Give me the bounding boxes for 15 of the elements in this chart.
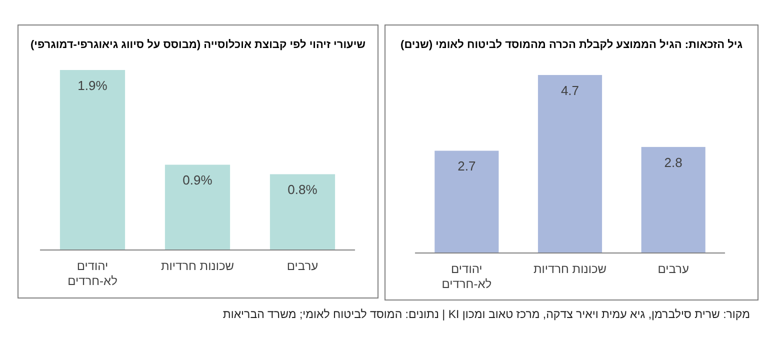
x-tick-label: ערבים — [286, 259, 318, 273]
chart-title: גיל הזכאות: הגיל הממוצע לקבלת הכרה מהמוסד לביטוח לאומי (שנים) — [400, 39, 742, 51]
data-label: 0.8% — [288, 182, 318, 198]
chart-title: שיעורי זיהוי לפי קבוצת אוכלוסייה (מבוסס על סיווג גיאוגרפי-דמוגרפי) — [30, 39, 366, 51]
data-label: 1.9% — [78, 78, 108, 93]
x-tick-label: ערבים — [658, 262, 689, 276]
text: מקור: שרית סילברמן, גיא עמית ויאיר צדקה, מרכז טאוב ומכון KI | נתונים: המוסד לביטוח לאומי; משרד הבריאות — [222, 308, 750, 321]
data-label: 2.8 — [664, 154, 682, 170]
data-label: 2.7 — [458, 158, 476, 174]
x-tick-label: יהודים לא-חרדים — [442, 262, 492, 291]
x-tick-label: שכונות חרדיות — [533, 262, 607, 276]
x-tick-label: שכונות חרדיות — [160, 259, 234, 273]
x-tick-label: יהודים לא-חרדים — [68, 259, 118, 288]
data-label: 0.9% — [182, 172, 213, 188]
data-label: 4.7 — [560, 83, 580, 98]
